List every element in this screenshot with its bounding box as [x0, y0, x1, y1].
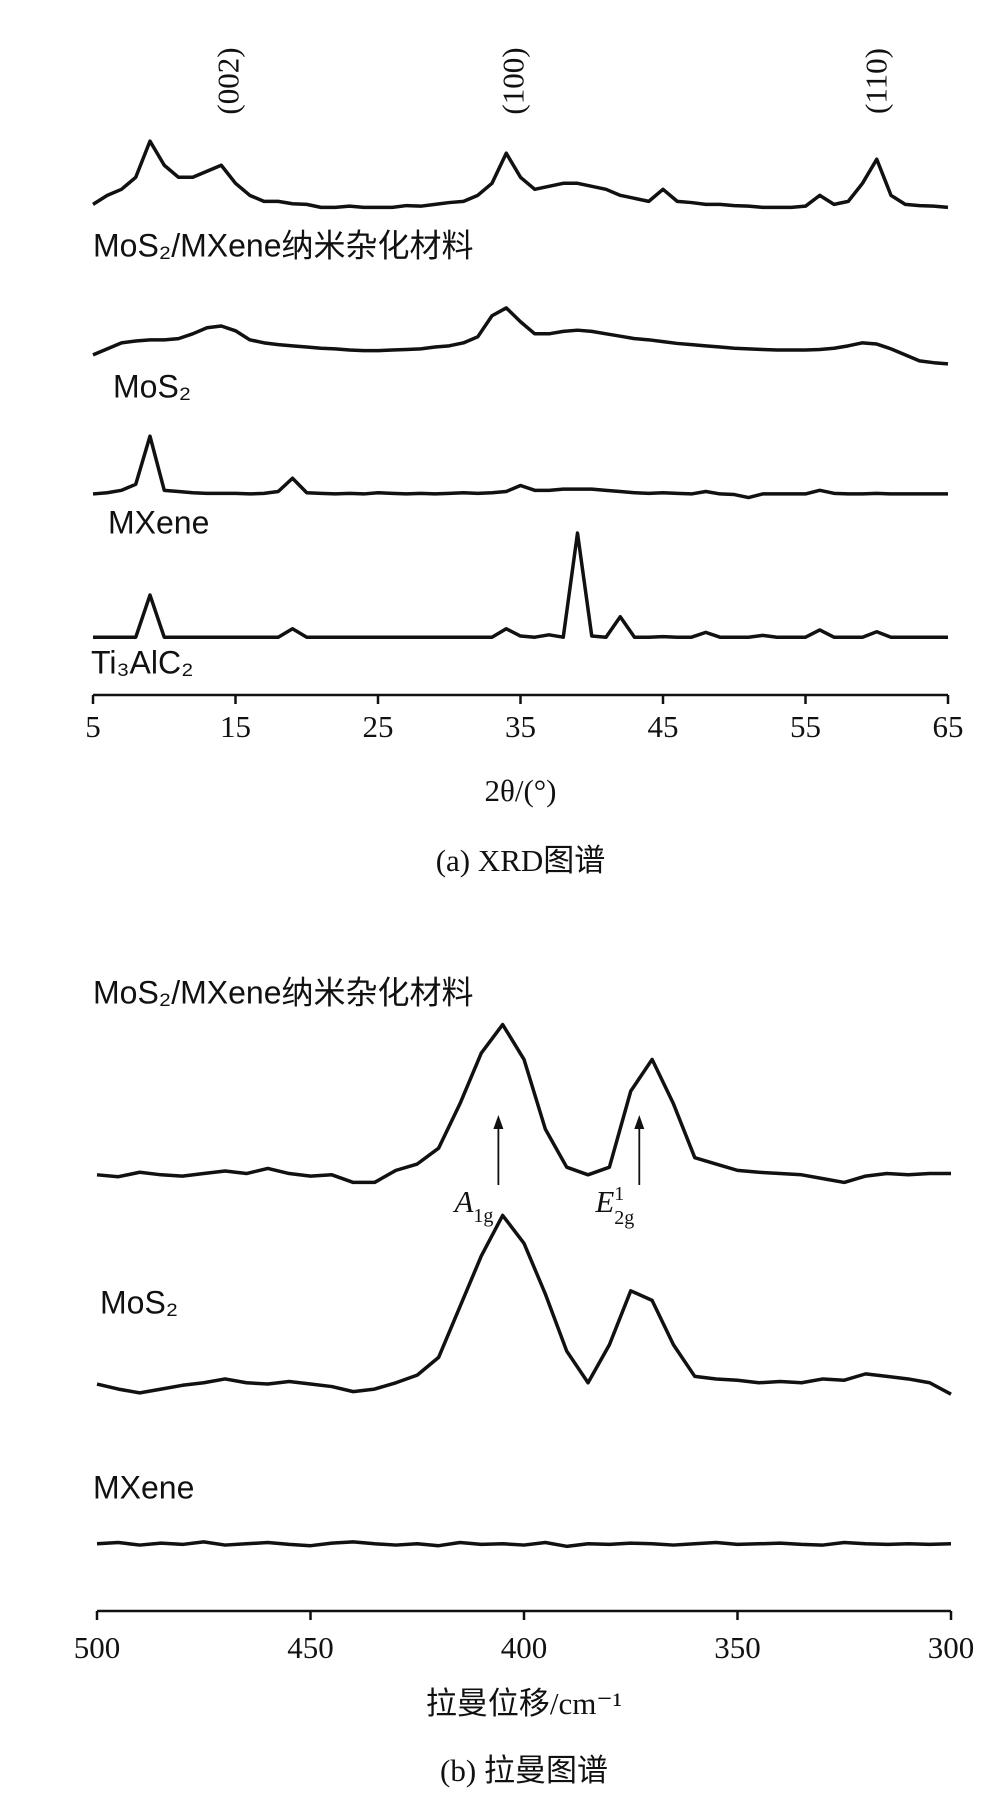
mode-letter: E — [594, 1184, 614, 1219]
spectrum-line — [92, 434, 948, 500]
x-tick-label: 45 — [648, 709, 679, 744]
caption: (a) XRD图谱 — [436, 843, 606, 878]
peak-label: (002) — [210, 47, 245, 114]
x-tick-label: 65 — [933, 709, 964, 744]
x-tick-label: 5 — [85, 709, 101, 744]
spectrum-line — [96, 1022, 951, 1185]
x-tick-label: 35 — [505, 709, 536, 744]
series-label: MoS₂/MXene纳米杂化材料 — [93, 974, 474, 1010]
mode-sub: 1g — [473, 1205, 493, 1227]
caption: (b) 拉曼图谱 — [440, 1753, 608, 1788]
mode-sup: 1 — [614, 1183, 624, 1205]
x-tick-label: 450 — [287, 1630, 334, 1665]
spectrum-line — [96, 1213, 952, 1396]
series-label: MoS₂/MXene纳米杂化材料 — [93, 227, 474, 263]
x-axis-label: 拉曼位移/cm⁻¹ — [426, 1686, 622, 1721]
spectrum-line — [93, 531, 948, 639]
mode-letter: A — [452, 1184, 474, 1219]
spectrum-line — [96, 1540, 952, 1549]
x-tick-label: 25 — [363, 709, 394, 744]
x-tick-label: 400 — [501, 1630, 548, 1665]
arrow-head — [493, 1115, 504, 1129]
series-label: MXene — [93, 1469, 194, 1505]
spectrum-line — [92, 306, 949, 366]
x-tick-label: 300 — [928, 1630, 975, 1665]
spectrum-line — [92, 139, 949, 210]
x-tick-label: 500 — [74, 1630, 121, 1665]
peak-label: (100) — [495, 47, 530, 114]
series-label: MXene — [108, 504, 209, 540]
x-tick-label: 15 — [220, 709, 251, 744]
mode-label: E1 2g — [594, 1183, 634, 1229]
x-tick-label: 55 — [790, 709, 821, 744]
series-label: MoS₂ — [100, 1284, 178, 1320]
mode-label: A1g — [452, 1184, 493, 1227]
series-label: MoS₂ — [113, 368, 191, 404]
peak-label: (110) — [859, 48, 894, 114]
mode-sub: 2g — [614, 1207, 634, 1229]
x-axis-label: 2θ/(°) — [484, 773, 556, 808]
x-tick-label: 350 — [714, 1630, 761, 1665]
arrow-head — [634, 1115, 645, 1129]
series-label: Ti₃AlC₂ — [91, 644, 193, 680]
